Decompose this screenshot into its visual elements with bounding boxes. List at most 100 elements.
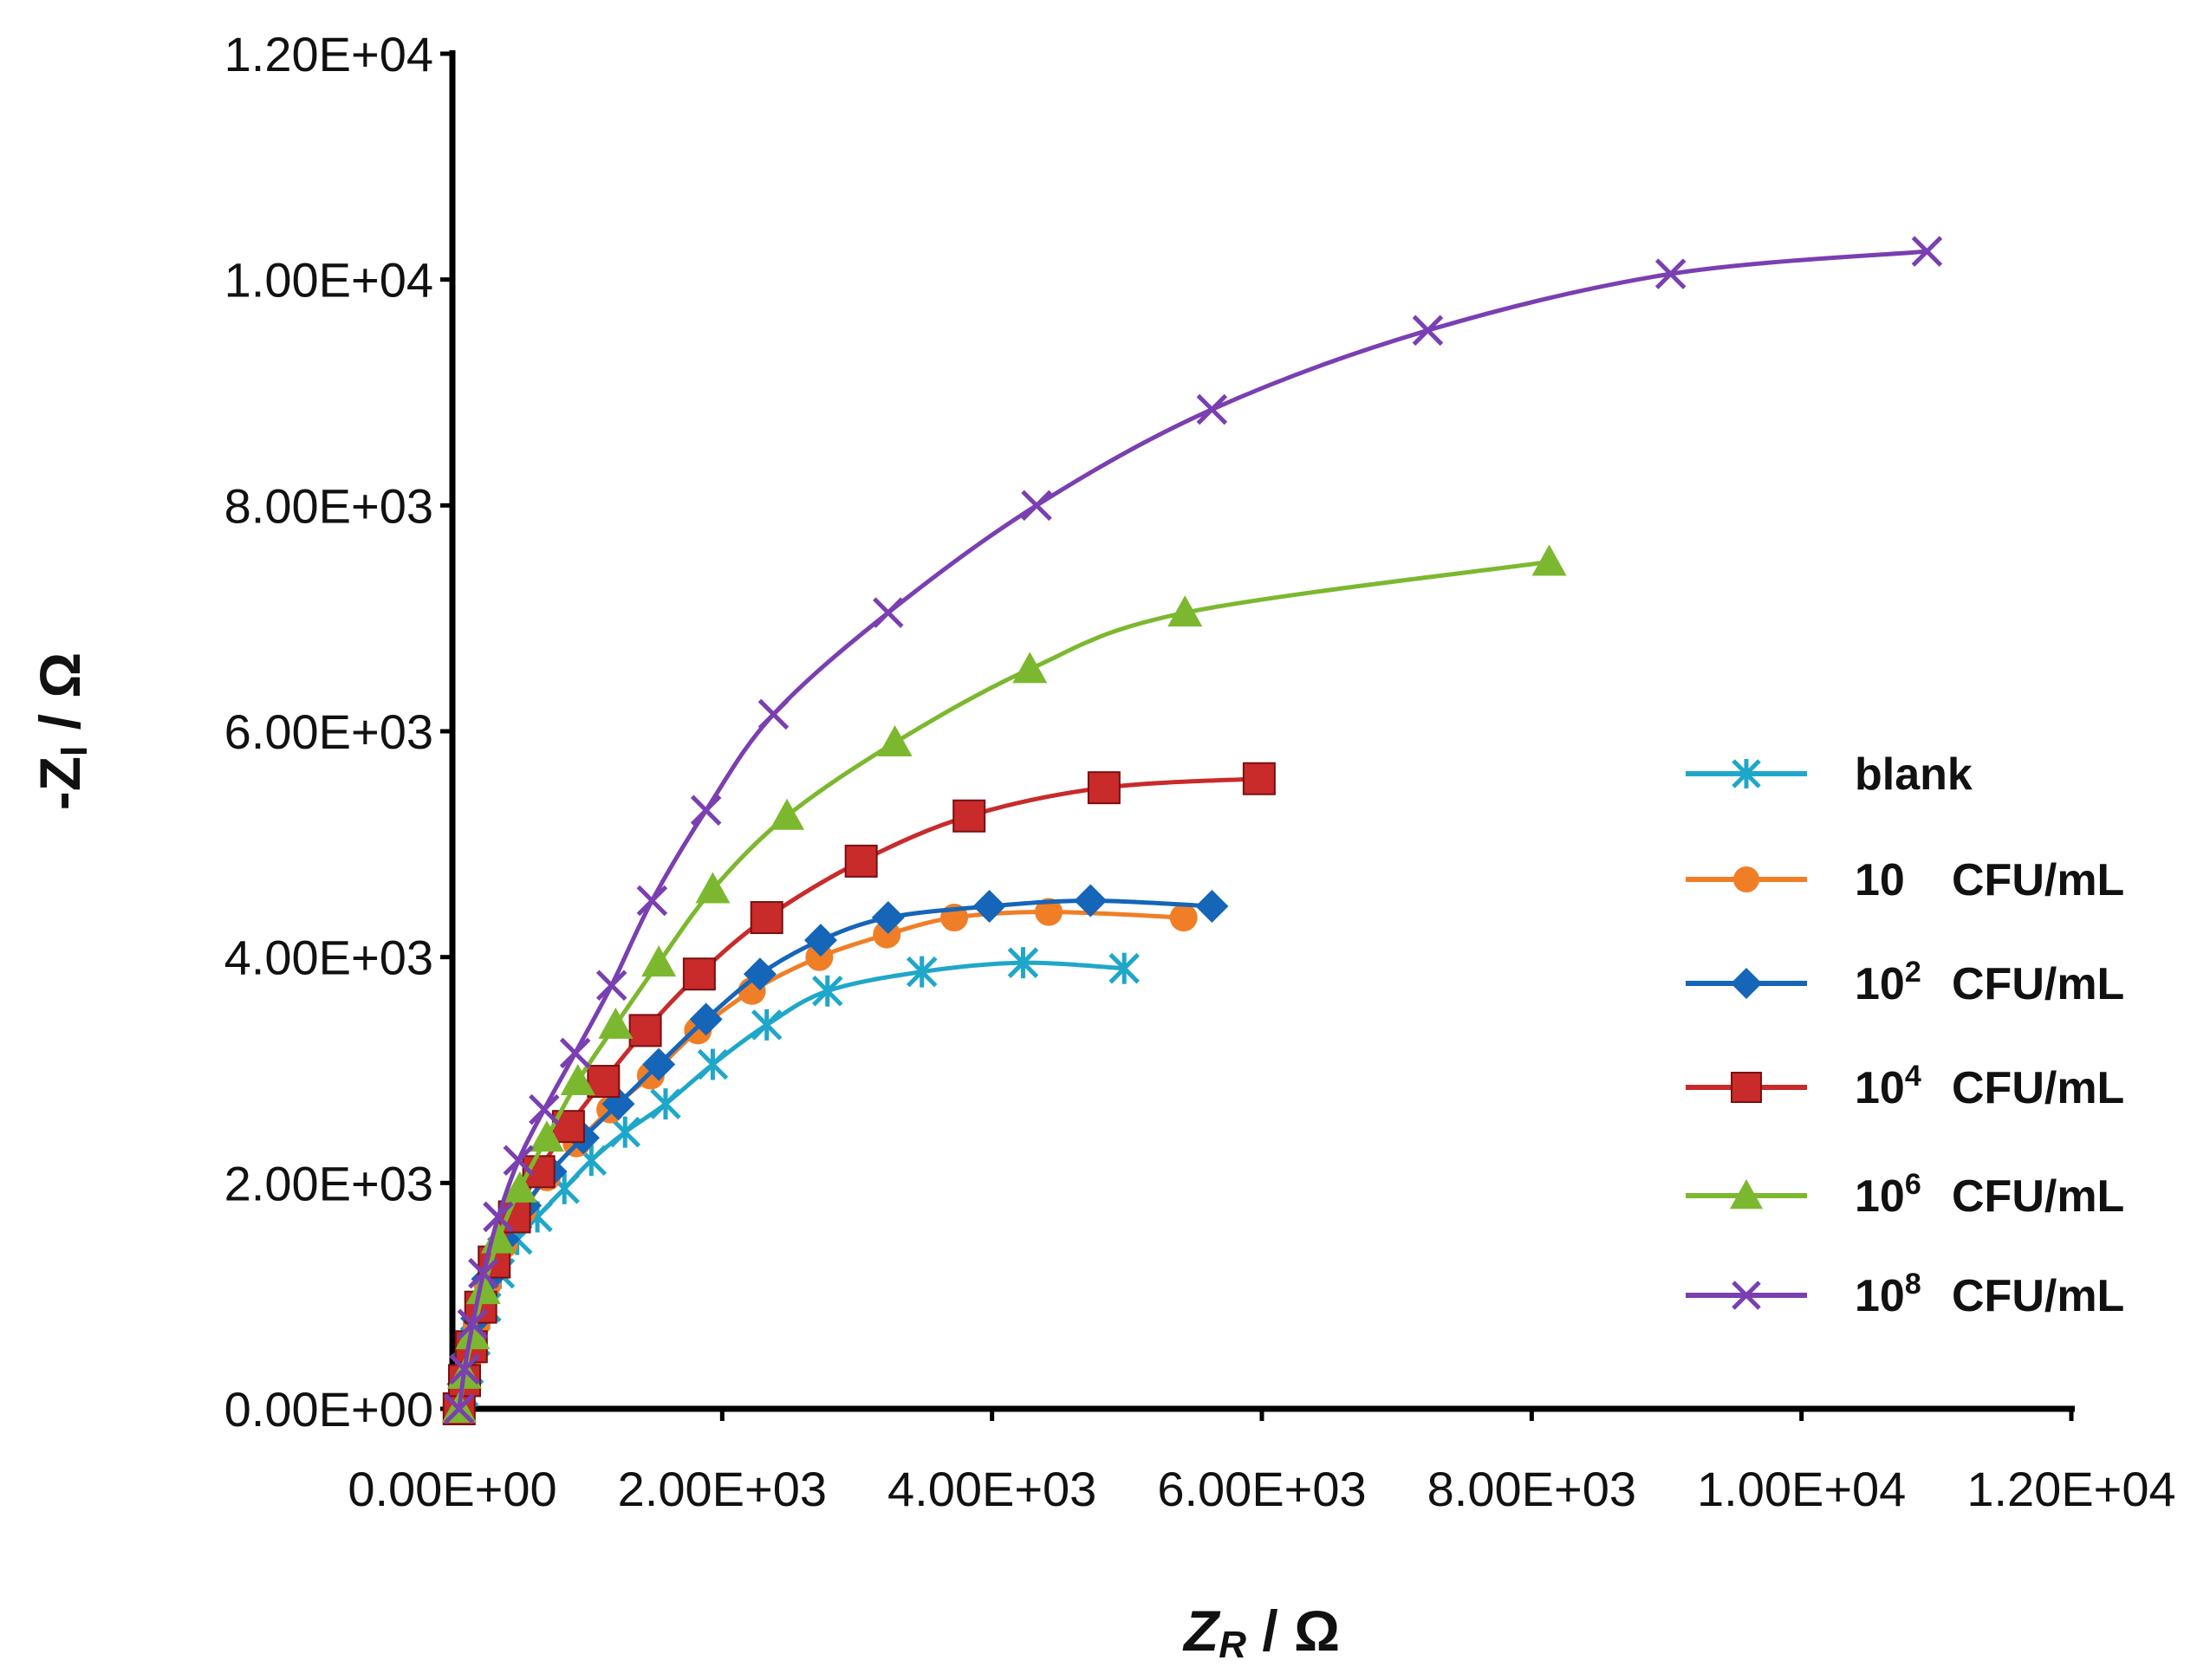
data-point-stroke — [1196, 393, 1228, 425]
data-point — [1012, 652, 1048, 684]
legend-item: 108 CFU/mL — [1686, 1268, 2124, 1321]
legend-item: 106 CFU/mL — [1686, 1168, 2124, 1222]
data-point — [1196, 393, 1228, 425]
data-point — [503, 1145, 535, 1177]
data-point — [1007, 947, 1039, 979]
x-tick-label: 1.00E+04 — [1697, 1462, 1906, 1516]
data-point — [743, 957, 777, 991]
data-point — [457, 1308, 489, 1340]
data-point — [1074, 884, 1108, 918]
data-point — [1108, 952, 1140, 984]
data-point — [449, 1353, 480, 1385]
data-point — [609, 1116, 641, 1148]
legend-label: 104 CFU/mL — [1855, 1060, 2124, 1113]
x-axis-title: ZR / Ω — [1182, 1599, 1340, 1666]
legend-swatch-marker — [1732, 759, 1761, 788]
data-point — [689, 1002, 723, 1036]
data-point-stroke — [449, 1353, 480, 1385]
data-point — [972, 890, 1006, 924]
data-point-stroke — [444, 1393, 475, 1424]
data-point — [1167, 595, 1203, 627]
data-point — [906, 956, 938, 988]
y-tick-label: 1.20E+04 — [224, 27, 433, 81]
data-point — [598, 1007, 634, 1039]
data-point-stroke — [483, 1201, 514, 1233]
series-group — [441, 236, 1943, 1425]
data-point-stroke — [1412, 315, 1444, 347]
data-point — [1242, 762, 1276, 795]
data-point — [642, 1048, 676, 1081]
data-point-stroke — [529, 1093, 560, 1125]
x-tick-label: 8.00E+03 — [1427, 1462, 1636, 1516]
data-point — [844, 844, 878, 878]
data-point-stroke — [690, 795, 722, 827]
data-point-stroke — [1654, 258, 1687, 289]
data-point — [650, 1088, 681, 1120]
data-point — [502, 1171, 537, 1203]
y-tick-label: 6.00E+03 — [224, 704, 433, 759]
data-point-stroke — [636, 885, 668, 917]
data-point — [1531, 544, 1567, 576]
legend-item: 10 CFU/mL — [1686, 855, 2124, 905]
series-5 — [444, 236, 1943, 1424]
data-point-stroke — [873, 597, 904, 628]
data-point — [952, 799, 986, 833]
y-tick-label: 0.00E+00 — [224, 1382, 433, 1437]
x-tick-label: 1.20E+04 — [1966, 1462, 2175, 1516]
data-point-stroke — [1021, 490, 1052, 522]
data-point — [871, 901, 905, 935]
legend-swatch-marker — [1731, 1072, 1762, 1103]
data-point — [690, 795, 722, 827]
data-point-stroke — [468, 1257, 499, 1289]
y-tick-label: 2.00E+03 — [224, 1156, 433, 1210]
data-point — [1654, 258, 1687, 289]
data-point — [465, 1273, 501, 1305]
legend-label: 10 CFU/mL — [1855, 855, 2124, 905]
legend-item: 104 CFU/mL — [1686, 1060, 2124, 1113]
data-point — [873, 597, 904, 628]
legend-swatch-marker-stroke — [1732, 1281, 1761, 1310]
y-tick-label: 8.00E+03 — [224, 478, 433, 533]
legend-swatch-marker — [1733, 866, 1759, 892]
data-point-stroke — [757, 698, 790, 730]
data-point — [560, 1064, 595, 1096]
data-point — [628, 1014, 662, 1048]
axes-group: 0.00E+00 2.00E+03 4.00E+03 6.00E+03 8.00E+03… — [28, 27, 2176, 1666]
x-tick-label: 2.00E+03 — [618, 1462, 827, 1516]
legend-label: blank — [1855, 749, 1973, 800]
data-point — [751, 1009, 783, 1041]
data-point — [1035, 898, 1063, 926]
data-point — [750, 901, 783, 935]
data-point — [1087, 771, 1121, 805]
legend-swatch-marker — [1730, 1179, 1763, 1210]
x-tick-label: 0.00E+00 — [348, 1462, 556, 1516]
data-point — [757, 698, 790, 730]
legend-label: 102 CFU/mL — [1855, 956, 2124, 1009]
data-point — [497, 1200, 531, 1234]
data-point — [1195, 890, 1229, 924]
series-line — [457, 560, 1550, 1410]
data-point — [682, 957, 716, 991]
data-point — [695, 872, 731, 904]
data-point — [770, 798, 805, 830]
data-point — [803, 924, 837, 957]
series-1 — [445, 898, 1198, 1423]
legend-item: blank — [1686, 749, 1973, 800]
data-point — [468, 1257, 499, 1289]
series-line — [457, 249, 1927, 1410]
data-point-stroke — [457, 1308, 489, 1340]
data-point — [636, 885, 668, 917]
y-tick-label: 1.00E+04 — [224, 253, 433, 308]
data-point-stroke — [1911, 236, 1943, 267]
legend-label: 108 CFU/mL — [1855, 1268, 2124, 1321]
data-point — [877, 725, 913, 757]
data-point-stroke — [559, 1037, 591, 1069]
data-point — [529, 1120, 564, 1152]
data-point — [811, 975, 843, 1007]
data-point — [529, 1093, 560, 1125]
x-tick-label: 4.00E+03 — [887, 1462, 1096, 1516]
data-point-stroke — [595, 970, 627, 1002]
data-point — [559, 1037, 591, 1069]
data-point — [1169, 904, 1198, 932]
